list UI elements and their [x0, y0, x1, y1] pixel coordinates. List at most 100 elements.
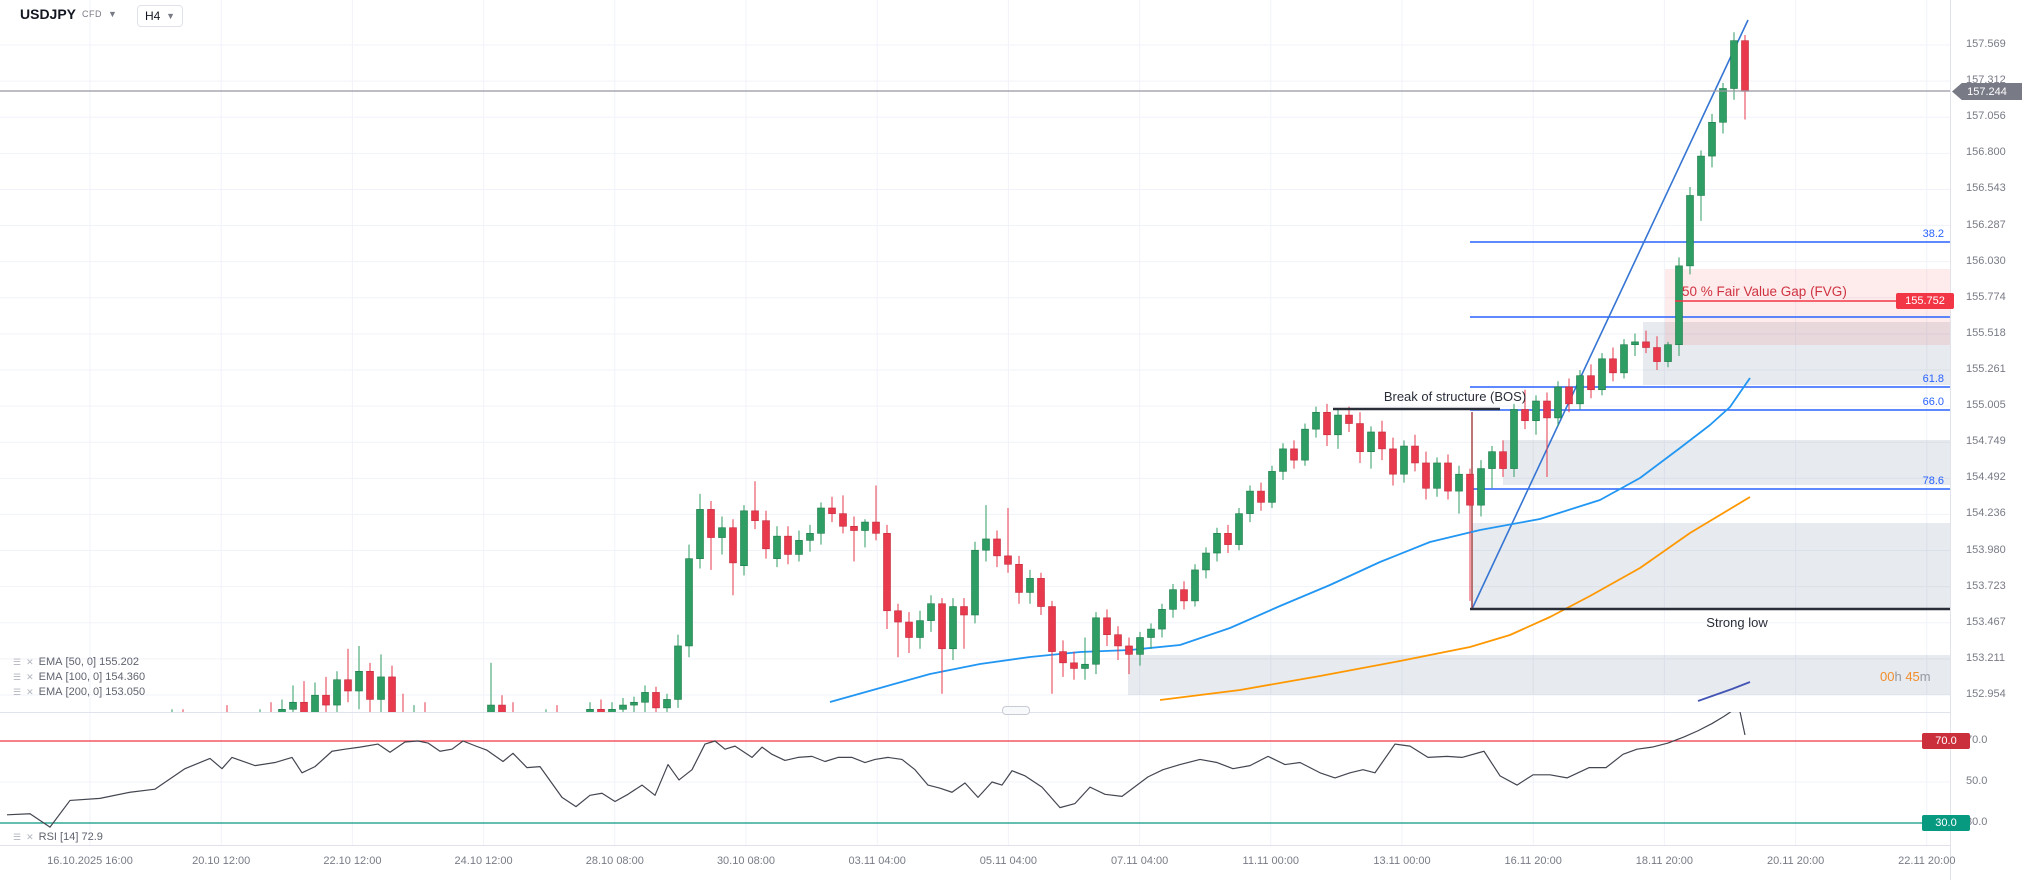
- rsi-pane[interactable]: [0, 712, 1950, 845]
- price-axis-tick: 156.543: [1966, 182, 2006, 195]
- candle-body: [993, 538, 1001, 557]
- settings-icon[interactable]: ☰: [13, 686, 22, 697]
- candle-body: [1554, 386, 1562, 419]
- candle-body: [1246, 490, 1254, 514]
- candlestick-layer[interactable]: [59, 32, 1749, 712]
- main-price-pane[interactable]: 38.2 61.8 66.0 78.6 Break of structure (BOS)…: [0, 0, 1950, 712]
- candle-body: [806, 533, 814, 541]
- settings-icon[interactable]: ☰: [13, 671, 22, 682]
- candle-body: [1631, 341, 1639, 345]
- close-icon[interactable]: ✕: [26, 831, 34, 842]
- candle-body: [1433, 462, 1441, 489]
- price-axis-tick: 156.030: [1966, 254, 2006, 267]
- time-axis-tick: 18.11 20:00: [1635, 855, 1694, 867]
- candle-body: [1378, 431, 1386, 450]
- candle-body: [1191, 569, 1199, 602]
- candle-body: [355, 670, 363, 692]
- candle-body: [1620, 344, 1628, 374]
- candle-body: [938, 603, 946, 650]
- time-axis[interactable]: 16.10.2025 16:00 20.10 12:00 22.10 12:00 24…: [0, 845, 1955, 880]
- rsi-axis-tick: 30.0: [1966, 816, 1988, 828]
- ema-200-line[interactable]: [1697, 681, 1751, 702]
- candle-body: [1510, 409, 1518, 469]
- rsi-axis-tick: 70.0: [1966, 734, 1988, 746]
- candle-body: [1037, 578, 1045, 607]
- time-axis-tick: 20.10 12:00: [192, 855, 251, 867]
- candle-body: [1367, 431, 1375, 452]
- candle-body: [861, 521, 869, 531]
- price-axis-tick: 155.518: [1966, 326, 2006, 339]
- candle-body: [762, 520, 770, 550]
- candle-body: [982, 538, 990, 551]
- settings-icon[interactable]: ☰: [13, 656, 22, 667]
- chevron-down-icon: ▼: [108, 9, 117, 19]
- candle-body: [333, 679, 341, 706]
- candle-body: [1543, 400, 1551, 419]
- price-axis-tick: 152.954: [1966, 687, 2006, 700]
- supply-zone-upper[interactable]: [1503, 440, 1950, 485]
- candle-body: [674, 645, 682, 700]
- candle-body: [1609, 358, 1617, 374]
- candle-body: [1389, 448, 1397, 475]
- candle-body: [960, 606, 968, 616]
- price-axis[interactable]: 157.569 157.312 157.056 156.800 156.543 156.2…: [1950, 0, 2023, 880]
- gray-zone-fvg[interactable]: [1643, 322, 1950, 385]
- time-axis-tick: 03.11 04:00: [848, 855, 906, 867]
- close-icon[interactable]: ✕: [26, 686, 34, 697]
- rsi-line[interactable]: [6, 712, 1746, 828]
- price-axis-tick: 153.723: [1966, 579, 2006, 592]
- price-axis-tick: 153.467: [1966, 615, 2006, 628]
- candle-body: [1147, 628, 1155, 638]
- price-axis-tick: 153.211: [1966, 651, 2005, 664]
- candle-body: [927, 603, 935, 621]
- close-icon[interactable]: ✕: [26, 656, 34, 667]
- time-axis-tick: 20.11 20:00: [1766, 855, 1825, 867]
- price-axis-tick: 154.236: [1966, 507, 2006, 520]
- candle-body: [872, 521, 880, 534]
- demand-zone-mid[interactable]: [1472, 523, 1950, 609]
- time-axis-tick: 05.11 04:00: [979, 855, 1038, 867]
- current-price-badge: 157.244: [1952, 83, 2022, 100]
- close-icon[interactable]: ✕: [26, 671, 34, 682]
- candle-body: [740, 510, 748, 567]
- candle-body: [619, 704, 627, 710]
- candle-body: [1257, 490, 1265, 503]
- candle-body: [718, 527, 726, 538]
- fib-trendline[interactable]: [1471, 19, 1749, 610]
- candle-body: [1202, 552, 1210, 571]
- time-axis-tick: 30.10 08:00: [716, 855, 776, 867]
- candle-body: [1422, 462, 1430, 489]
- ema-50-line[interactable]: [829, 377, 1751, 703]
- indicator-label: EMA [100, 0] 154.360: [38, 671, 146, 683]
- candle-body: [916, 620, 924, 638]
- candle-body: [1455, 473, 1463, 492]
- market-type-label: CFD: [82, 9, 103, 19]
- candle-body: [1070, 662, 1078, 669]
- candle-body: [696, 509, 704, 559]
- fib-label-38.2: 38.2: [1923, 228, 1944, 240]
- candle-body: [1268, 471, 1276, 503]
- candle-body: [608, 708, 616, 712]
- strong-low-label[interactable]: Strong low: [1706, 615, 1768, 630]
- pane-resize-handle[interactable]: [1002, 706, 1030, 715]
- demand-zone-lower[interactable]: [1128, 655, 1950, 695]
- candle-body: [1565, 386, 1573, 405]
- candle-body: [883, 533, 891, 612]
- price-axis-tick: 155.774: [1966, 290, 2006, 303]
- candle-body: [1664, 344, 1672, 362]
- bos-label[interactable]: Break of structure (BOS): [1384, 389, 1526, 404]
- timeframe-dropdown[interactable]: H4 ▼: [137, 5, 183, 27]
- candle-body: [1334, 414, 1342, 436]
- price-axis-tick: 154.492: [1966, 471, 2006, 484]
- ema-100-line[interactable]: [1159, 496, 1751, 701]
- candle-body: [1499, 451, 1507, 469]
- price-axis-tick: 156.287: [1966, 218, 2006, 231]
- candle-body: [773, 535, 781, 559]
- candle-body: [344, 679, 352, 692]
- candle-body: [630, 701, 638, 706]
- candle-body: [1697, 155, 1705, 196]
- settings-icon[interactable]: ☰: [13, 831, 22, 842]
- symbol-button[interactable]: USDJPY CFD ▼: [20, 6, 117, 22]
- fvg-label[interactable]: 50 % Fair Value Gap (FVG): [1682, 284, 1847, 299]
